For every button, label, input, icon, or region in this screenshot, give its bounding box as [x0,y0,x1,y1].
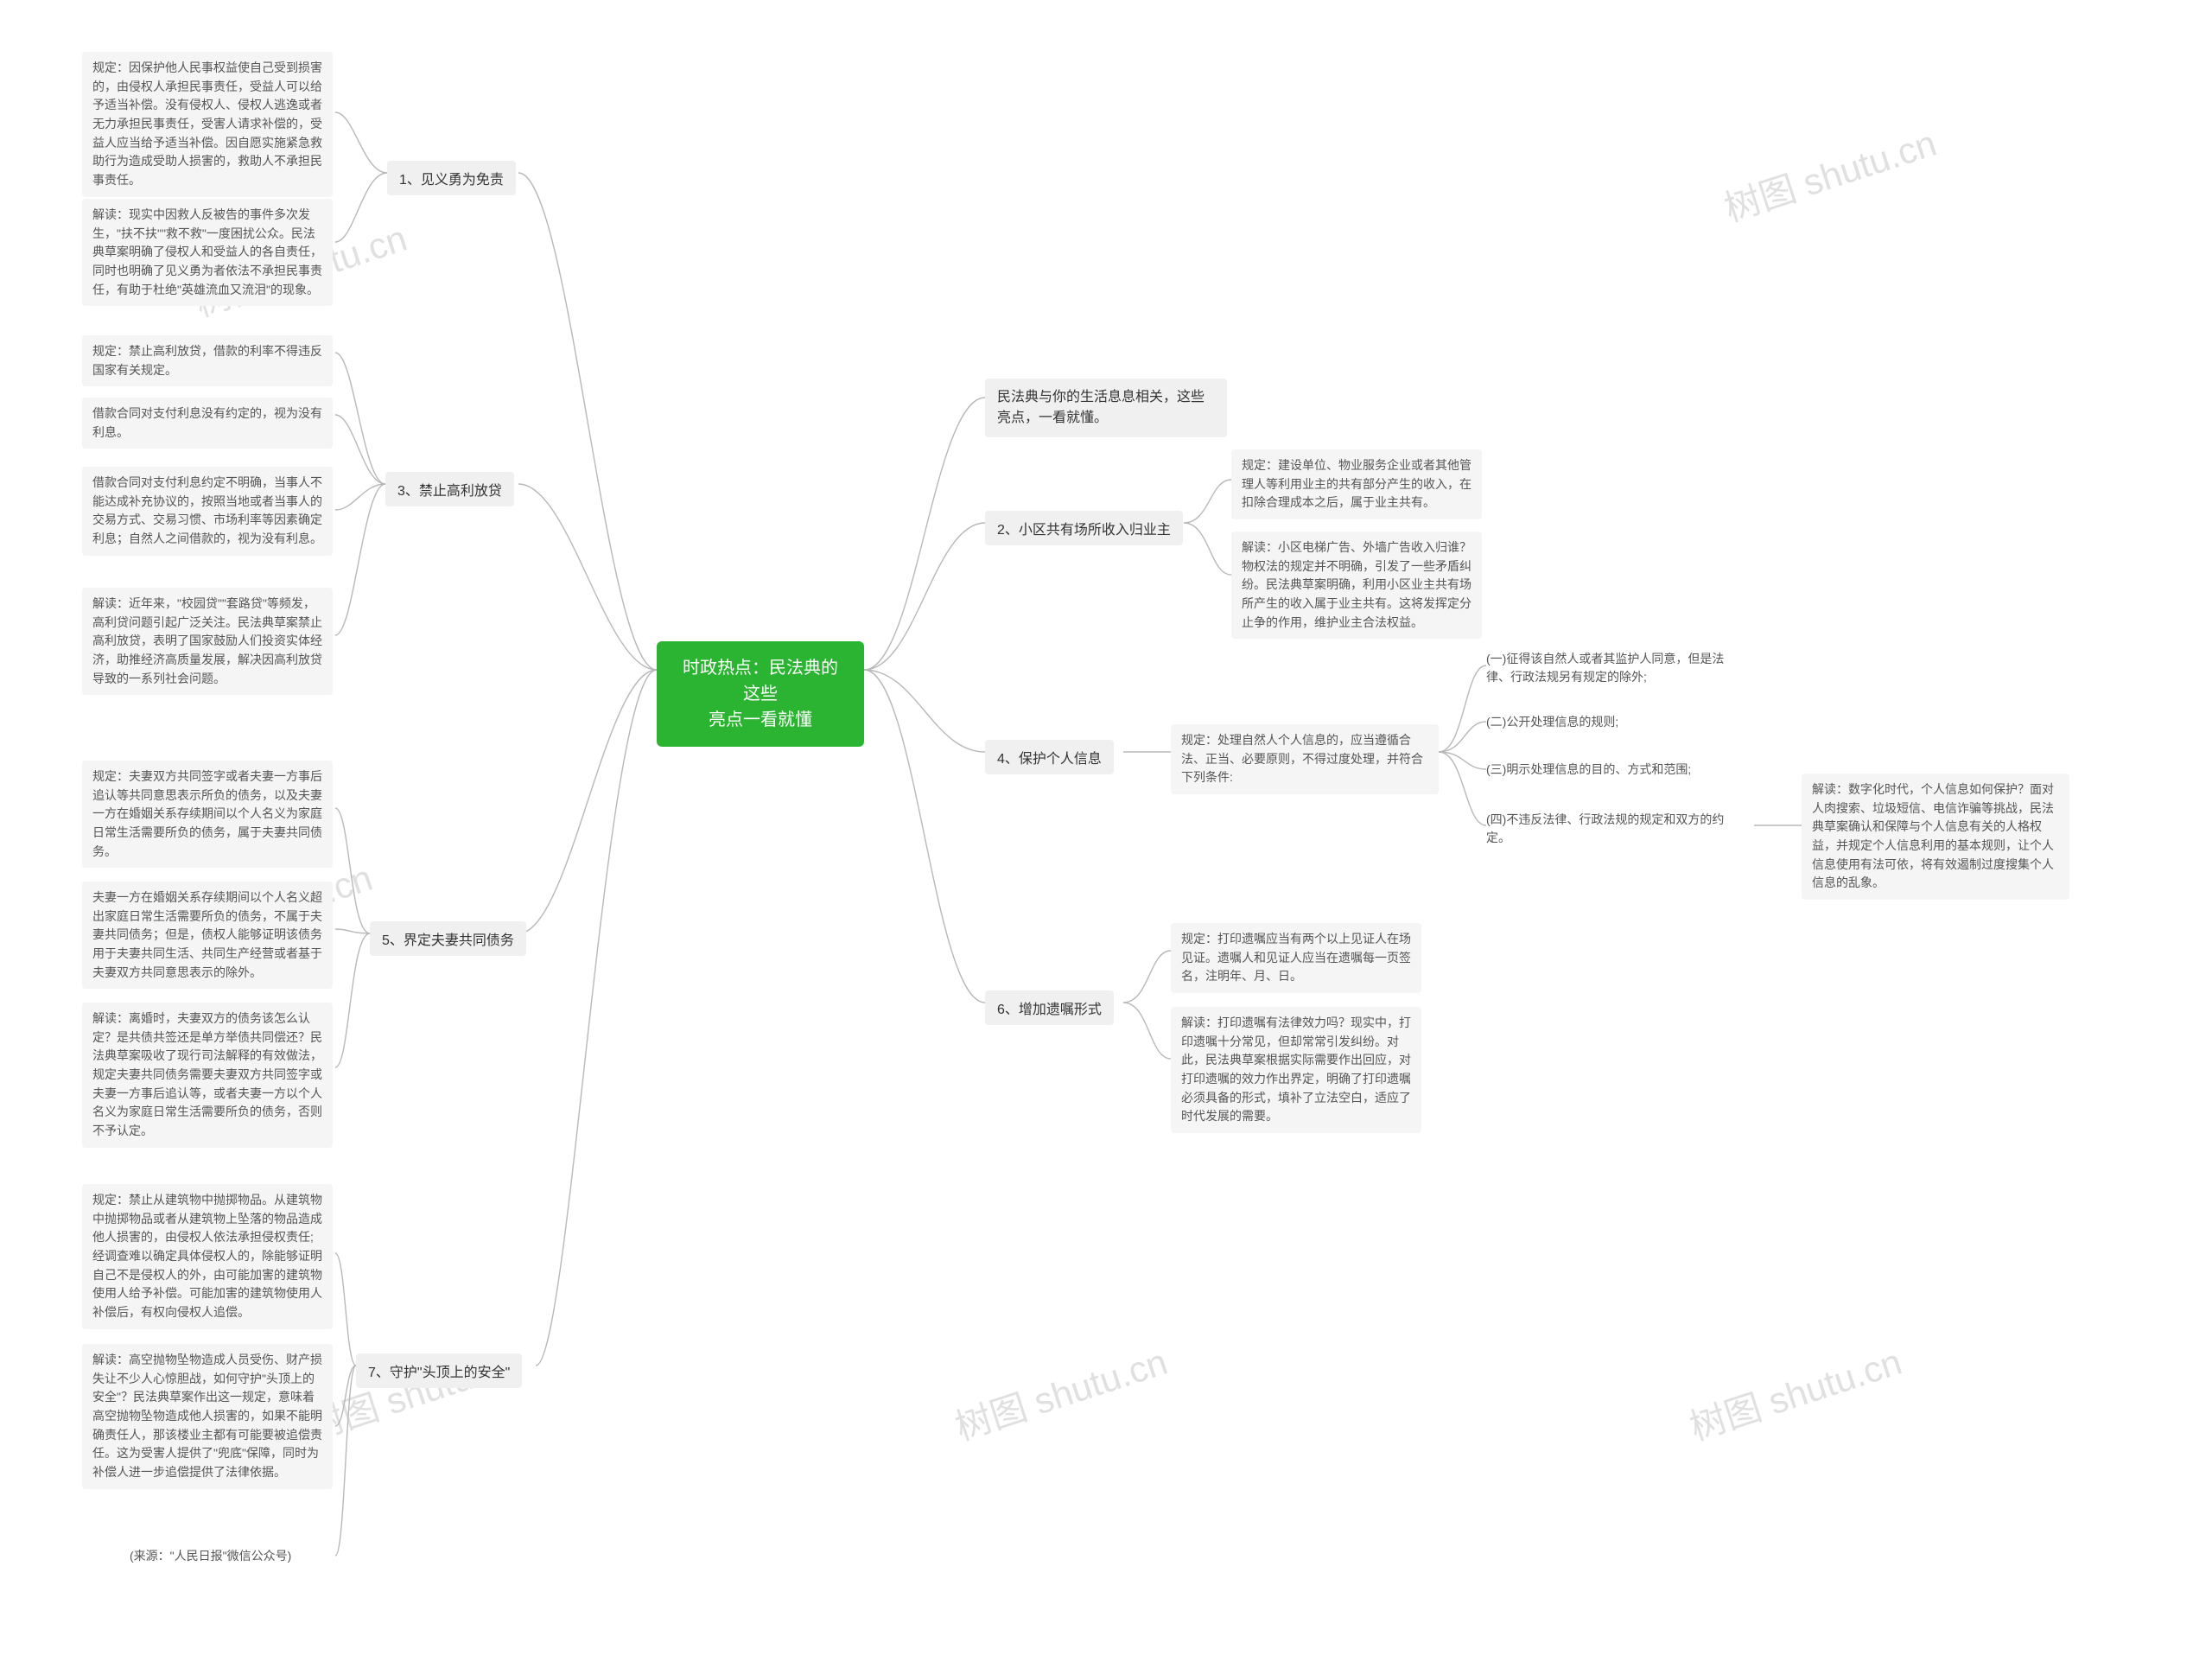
leaf-1-2[interactable]: 解读：现实中因救人反被告的事件多次发生，"扶不扶""救不救"一度困扰公众。民法典… [82,199,333,306]
leaf-1-1[interactable]: 规定：因保护他人民事权益使自己受到损害的，由侵权人承担民事责任，受益人可以给予适… [82,52,333,197]
leaf-5-1[interactable]: 规定：夫妻双方共同签字或者夫妻一方事后追认等共同意思表示所负的债务，以及夫妻一方… [82,761,333,868]
leaf-3-3[interactable]: 借款合同对支付利息约定不明确，当事人不能达成补充协议的，按照当地或者当事人的交易… [82,467,333,556]
leaf-4-s1: (一)征得该自然人或者其监护人同意，但是法律、行政法规另有规定的除外; [1486,650,1745,686]
branch-1[interactable]: 1、见义勇为免责 [387,161,516,195]
leaf-3-1[interactable]: 规定：禁止高利放贷，借款的利率不得违反国家有关规定。 [82,335,333,386]
branch-6[interactable]: 6、增加遗嘱形式 [985,990,1114,1025]
branch-2[interactable]: 2、小区共有场所收入归业主 [985,511,1183,545]
branch-5[interactable]: 5、界定夫妻共同债务 [370,921,526,956]
root-title-2: 亮点一看就懂 [709,710,812,729]
root-node[interactable]: 时政热点：民法典的这些 亮点一看就懂 [657,641,864,747]
leaf-7-2[interactable]: 解读：高空抛物坠物造成人员受伤、财产损失让不少人心惊胆战，如何守护"头顶上的安全… [82,1344,333,1489]
leaf-4-s2: (二)公开处理信息的规则; [1486,713,1745,731]
leaf-4-s4: (四)不违反法律、行政法规的规定和双方的约定。 [1486,811,1745,847]
leaf-3-2[interactable]: 借款合同对支付利息没有约定的，视为没有利息。 [82,398,333,449]
leaf-4-s3: (三)明示处理信息的目的、方式和范围; [1486,761,1745,779]
leaf-6-1[interactable]: 规定：打印遗嘱应当有两个以上见证人在场见证。遗嘱人和见证人应当在遗嘱每一页签名，… [1171,923,1421,993]
leaf-5-2[interactable]: 夫妻一方在婚姻关系存续期间以个人名义超出家庭日常生活需要所负的债务，不属于夫妻共… [82,882,333,989]
root-title-1: 时政热点：民法典的这些 [683,659,838,704]
leaf-4-extra[interactable]: 解读：数字化时代，个人信息如何保护？面对人肉搜索、垃圾短信、电信诈骗等挑战，民法… [1802,774,2069,900]
leaf-4-intro[interactable]: 规定：处理自然人个人信息的，应当遵循合法、正当、必要原则，不得过度处理，并符合下… [1171,724,1439,794]
leaf-3-4[interactable]: 解读：近年来，"校园贷""套路贷"等频发，高利贷问题引起广泛关注。民法典草案禁止… [82,588,333,695]
branch-4[interactable]: 4、保护个人信息 [985,740,1114,774]
leaf-2-1[interactable]: 规定：建设单位、物业服务企业或者其他管理人等利用业主的共有部分产生的收入，在扣除… [1231,449,1482,519]
leaf-5-3[interactable]: 解读：离婚时，夫妻双方的债务该怎么认定？是共债共签还是单方举债共同偿还？民法典草… [82,1003,333,1148]
leaf-7-3: (来源："人民日报"微信公众号) [130,1547,389,1565]
branch-7[interactable]: 7、守护"头顶上的安全" [356,1353,522,1388]
intro-node[interactable]: 民法典与你的生活息息相关，这些亮点，一看就懂。 [985,379,1227,437]
branch-3[interactable]: 3、禁止高利放贷 [385,472,514,506]
leaf-6-2[interactable]: 解读：打印遗嘱有法律效力吗？现实中，打印遗嘱十分常见，但却常常引发纠纷。对此，民… [1171,1007,1421,1133]
leaf-2-2[interactable]: 解读：小区电梯广告、外墙广告收入归谁？物权法的规定并不明确，引发了一些矛盾纠纷。… [1231,532,1482,639]
leaf-7-1[interactable]: 规定：禁止从建筑物中抛掷物品。从建筑物中抛掷物品或者从建筑物上坠落的物品造成他人… [82,1184,333,1329]
mindmap-container: 时政热点：民法典的这些 亮点一看就懂 民法典与你的生活息息相关，这些亮点，一看就… [0,0,2212,1662]
